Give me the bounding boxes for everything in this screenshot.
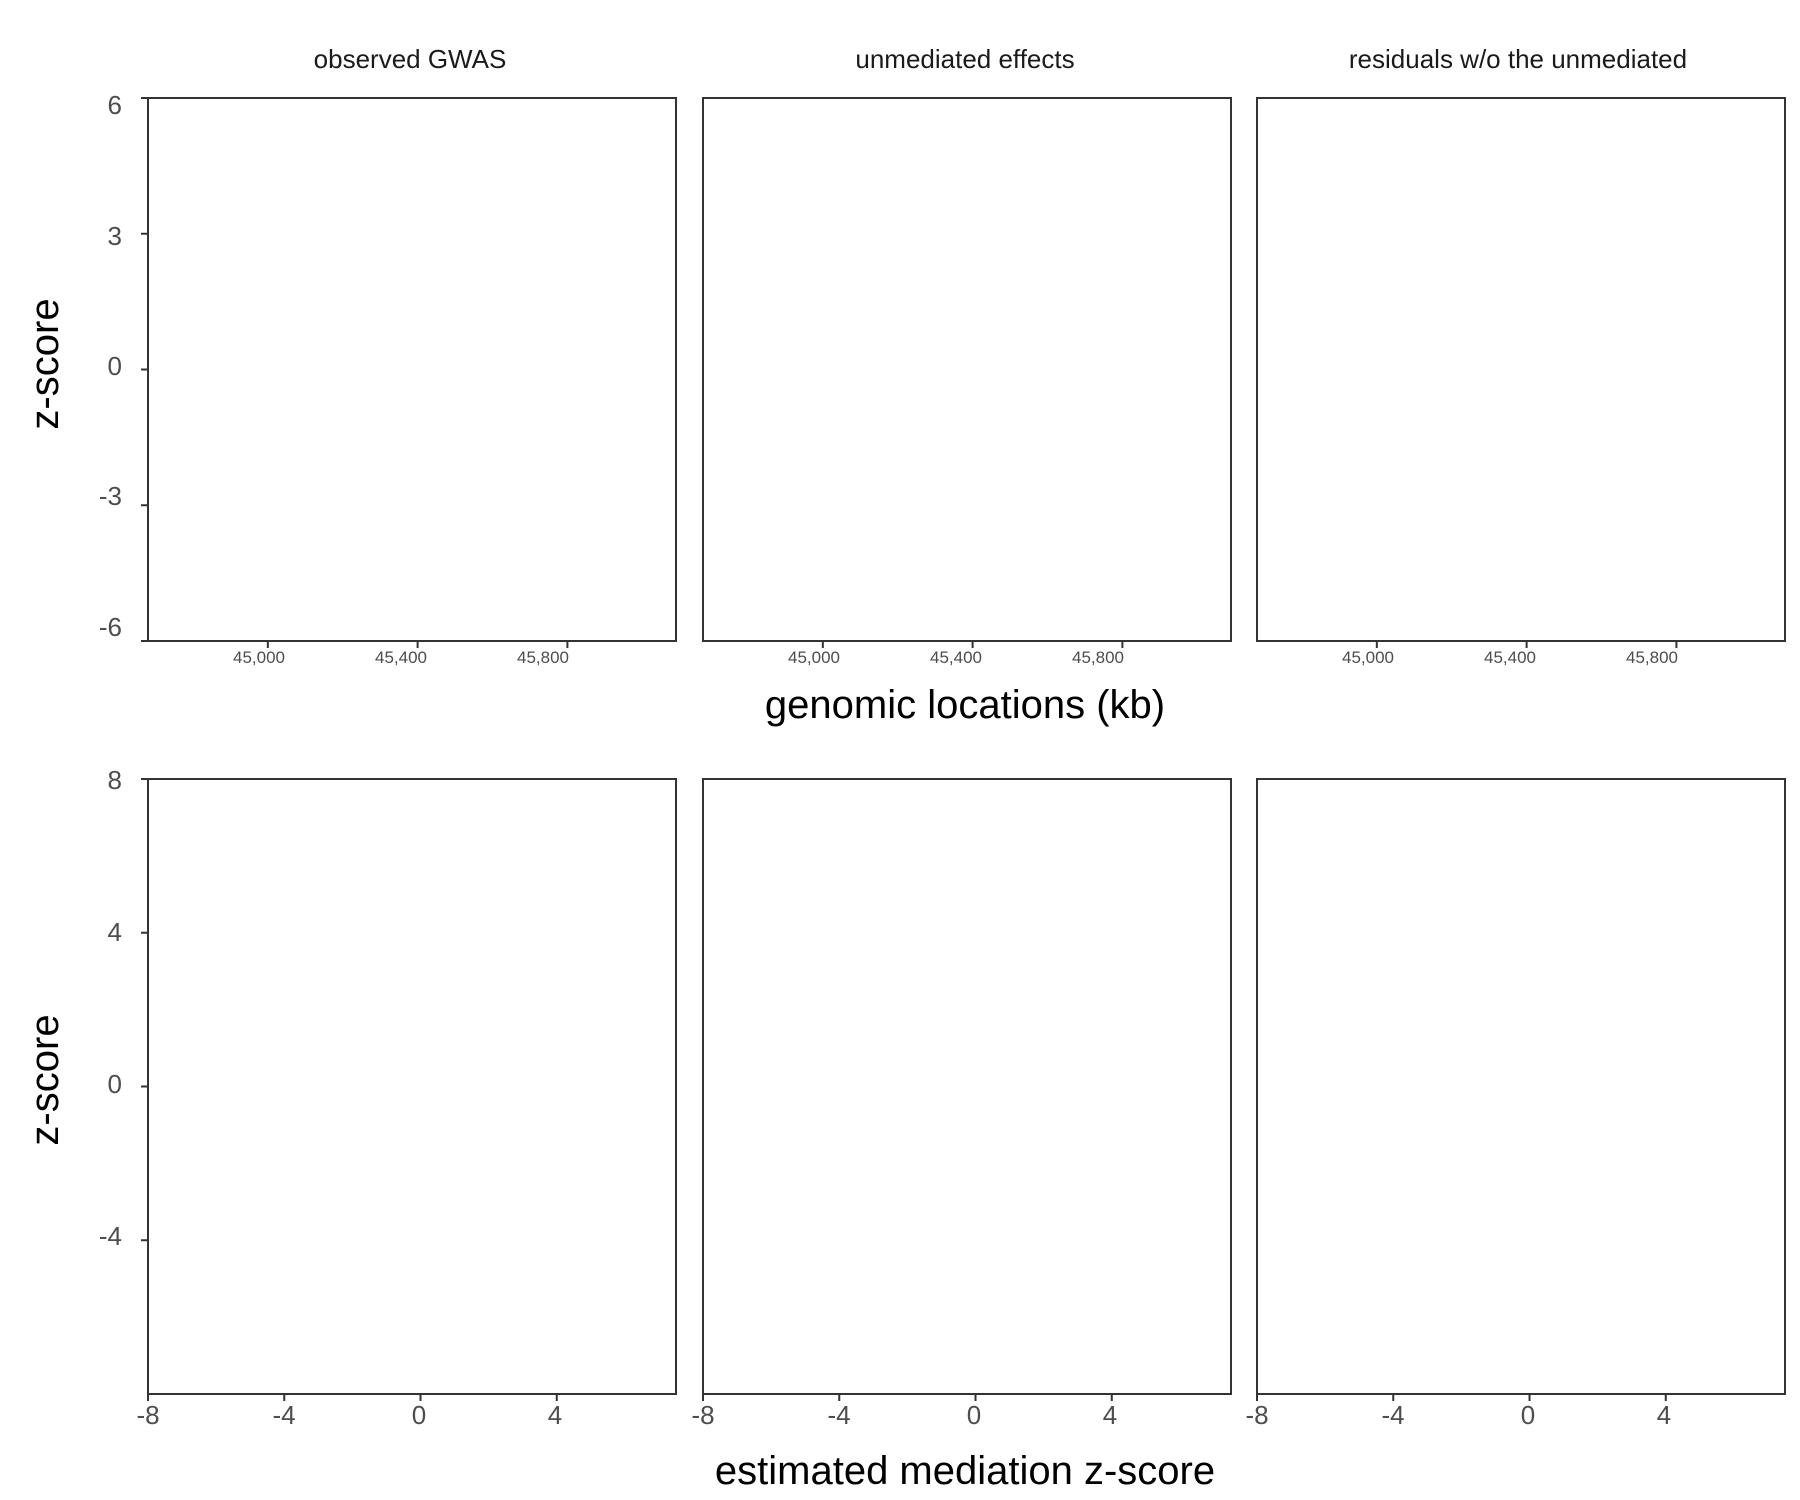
top-panel-3 [1256, 97, 1786, 648]
top-panel-1 [141, 97, 677, 648]
panel-frame [702, 97, 1232, 642]
top-panel-2 [702, 97, 1232, 648]
panel-frame [147, 97, 677, 642]
panels [141, 97, 1786, 1401]
